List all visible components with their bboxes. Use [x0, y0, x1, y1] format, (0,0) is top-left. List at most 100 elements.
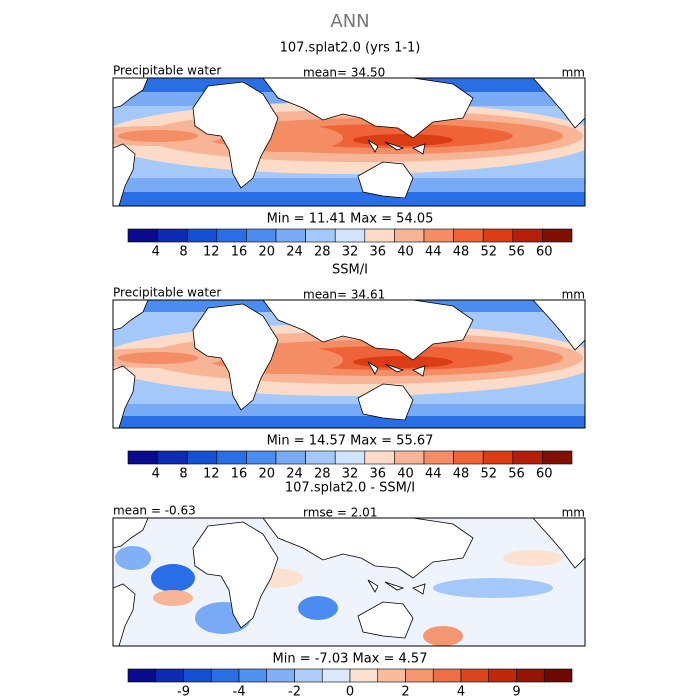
- colorbar-swatch: [432, 668, 462, 683]
- colorbar-swatch: [542, 450, 573, 465]
- continent: [113, 143, 136, 206]
- panel-title: 107.splat2.0 (yrs 1-1): [280, 41, 421, 56]
- colorbar-tick-label: 28: [314, 467, 331, 482]
- colorbar-tick-label: 4: [457, 685, 465, 700]
- colorbar-swatch: [364, 450, 395, 465]
- colorbar-tick-label: 28: [314, 245, 331, 260]
- colorbar-swatch: [305, 450, 336, 465]
- continent: [532, 78, 585, 129]
- continent: [357, 161, 414, 199]
- panel-label-left: mean = -0.63: [113, 504, 196, 518]
- field: [113, 416, 585, 428]
- continent: [192, 521, 279, 629]
- panel-units: mm: [562, 506, 585, 520]
- colorbar-swatch: [542, 228, 573, 243]
- colorbar-swatch: [482, 228, 514, 243]
- field: [503, 550, 563, 566]
- field: [113, 192, 585, 206]
- panel-label-middle: rmse = 2.01: [303, 506, 377, 520]
- colorbar-swatch: [186, 228, 218, 243]
- colorbar-swatch: [216, 228, 247, 243]
- field: [298, 596, 338, 620]
- colorbar-tick-label: 16: [231, 245, 248, 260]
- panel-label-middle: mean= 34.50: [303, 66, 385, 80]
- continent: [412, 583, 426, 595]
- panel-label-left: Precipitable water: [113, 286, 221, 300]
- colorbar-swatch: [423, 228, 454, 243]
- colorbar-swatch: [453, 228, 484, 243]
- colorbar-tick-label: 32: [342, 245, 359, 260]
- colorbar-tick-label: 4: [152, 245, 160, 260]
- continent: [384, 581, 405, 591]
- colorbar-swatch: [321, 668, 351, 683]
- colorbar-swatch: [127, 450, 158, 465]
- colorbar-swatch: [294, 668, 323, 683]
- continent: [262, 78, 474, 139]
- colorbar-swatch: [453, 450, 484, 465]
- continent: [113, 300, 149, 331]
- colorbar-swatch: [157, 228, 188, 243]
- colorbar-tick-label: 2: [401, 685, 409, 700]
- colorbar-swatch: [183, 668, 212, 683]
- colorbar-tick-label: 60: [536, 245, 553, 260]
- colorbar-tick-label: 40: [397, 467, 414, 482]
- continent: [113, 583, 136, 646]
- colorbar-swatch: [210, 668, 240, 683]
- field: [118, 352, 198, 364]
- continent: [532, 300, 585, 351]
- colorbar-tick-label: 44: [425, 467, 442, 482]
- colorbar-tick-label: 24: [286, 245, 303, 260]
- panel-title: SSM/I: [332, 263, 368, 278]
- colorbar-tick-label: 48: [453, 245, 470, 260]
- colorbar-swatch: [334, 228, 366, 243]
- continent: [367, 579, 379, 593]
- continent: [357, 601, 414, 639]
- colorbar-tick-label: -2: [288, 685, 301, 700]
- colorbar-swatch: [157, 450, 188, 465]
- continent: [367, 139, 379, 153]
- panel-title: 107.splat2.0 - SSM/I: [285, 481, 415, 496]
- colorbar-swatch: [155, 668, 184, 683]
- colorbar-tick-label: 40: [397, 245, 414, 260]
- colorbar-tick-label: 8: [179, 245, 187, 260]
- colorbar-swatch: [275, 450, 306, 465]
- colorbar-swatch: [488, 668, 517, 683]
- colorbar-swatch: [246, 228, 277, 243]
- continent: [192, 81, 279, 189]
- colorbar-tick-label: -9: [177, 685, 190, 700]
- colorbar-swatch: [482, 450, 514, 465]
- colorbar-swatch: [423, 450, 454, 465]
- colorbar-tick-label: 56: [508, 467, 525, 482]
- continent: [113, 365, 136, 428]
- continent: [357, 383, 414, 421]
- colorbar-tick-label: 9: [512, 685, 520, 700]
- continent: [262, 518, 474, 579]
- min-max: Min = -7.03 Max = 4.57: [273, 652, 428, 667]
- field: [353, 356, 453, 368]
- colorbar-swatch: [460, 668, 490, 683]
- colorbar-tick-label: 52: [480, 467, 497, 482]
- panel-units: mm: [562, 288, 585, 302]
- field: [113, 404, 585, 416]
- map: [113, 518, 585, 646]
- map-frame: [112, 517, 586, 647]
- colorbar-tick-label: 48: [453, 467, 470, 482]
- colorbar-swatch: [405, 668, 434, 683]
- colorbar-tick-label: -4: [233, 685, 246, 700]
- colorbar-tick-label: 36: [369, 245, 386, 260]
- colorbar-swatch: [275, 228, 306, 243]
- colorbar-tick-label: 12: [203, 245, 220, 260]
- colorbar-tick-label: 52: [480, 245, 497, 260]
- colorbar-tick-label: 44: [425, 245, 442, 260]
- continent: [113, 518, 149, 549]
- continent: [113, 78, 149, 109]
- field: [153, 590, 193, 606]
- continent: [384, 363, 405, 373]
- continent: [192, 303, 279, 411]
- field: [113, 178, 585, 192]
- colorbar-swatch: [238, 668, 268, 683]
- colorbar-swatch: [543, 668, 573, 683]
- field: [423, 626, 463, 646]
- colorbar-swatch: [512, 228, 543, 243]
- colorbar-swatch: [266, 668, 295, 683]
